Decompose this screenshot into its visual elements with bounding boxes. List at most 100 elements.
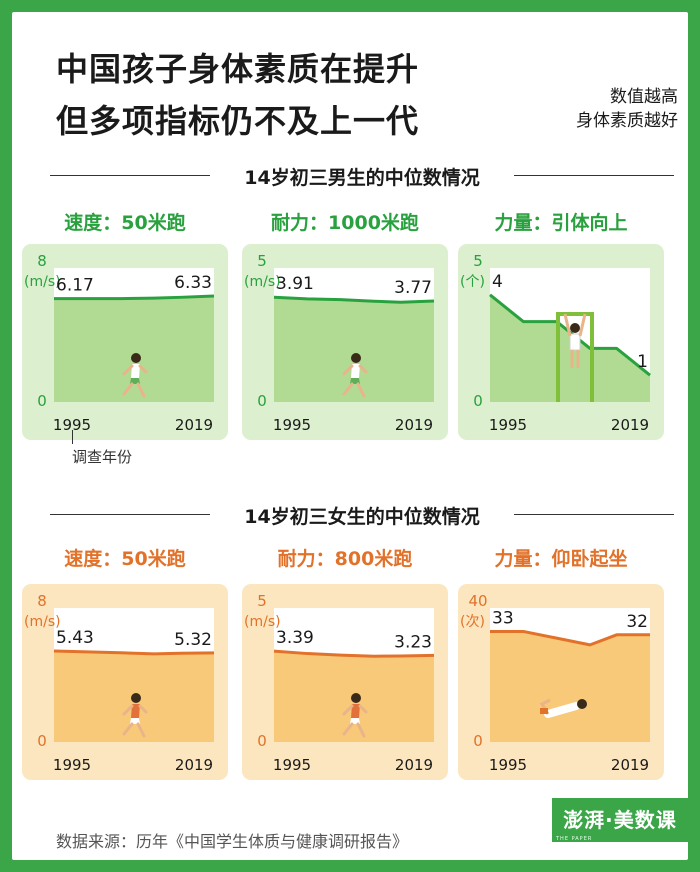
infographic-card: 中国孩子身体素质在提升 但多项指标仍不及上一代 数值越高 身体素质越好 14岁初… (12, 12, 688, 860)
chart-svg: 5 0 (m/s)3.39 3.23 1995 2019 (244, 592, 435, 774)
x-tick-end: 2019 (395, 756, 433, 774)
data-label: 3.77 (394, 278, 432, 298)
situp-shorts-icon (540, 708, 548, 714)
situp-body-icon (544, 702, 580, 718)
runner-shirt-icon (131, 704, 140, 718)
data-label: 6.17 (56, 276, 94, 296)
data-label: 32 (626, 612, 648, 632)
chart-svg: 5 0 (m/s)3.91 3.77 1995 2019 (244, 252, 435, 434)
chart-panel: 5 0 (m/s) 3.39 3.23 1995 2019 (242, 584, 448, 780)
female-section-rule-right (514, 514, 674, 515)
x-tick-end: 2019 (611, 756, 649, 774)
brand-logo: 澎湃·美数课 (552, 798, 688, 842)
y-unit: (次) (460, 614, 485, 630)
chart-panel: 5 0 (个) 4 1 1995 2019 (458, 244, 664, 440)
chart-title: 速度：50米跑 (64, 212, 186, 234)
y-tick-min: 0 (257, 732, 267, 750)
data-label: 4 (492, 272, 503, 292)
chart-panel: 5 0 (m/s) 3.91 3.77 1995 2019 (242, 244, 448, 440)
x-tick-start: 1995 (489, 416, 527, 434)
x-tick-start: 1995 (273, 756, 311, 774)
runner-head-icon (351, 693, 361, 703)
male-section-header: 14岁初三男生的中位数情况 (50, 165, 674, 189)
male-section-title: 14岁初三男生的中位数情况 (244, 167, 480, 189)
runner-shorts-icon (130, 378, 140, 384)
series-area (274, 297, 434, 402)
chart-svg: 40 0 (次) 33 32 1995 2019 (460, 592, 650, 774)
data-label: 5.43 (56, 628, 94, 648)
x-axis-note: 调查年份 (72, 448, 133, 466)
runner-limbs-icon (342, 364, 368, 398)
y-unit: (m/s) (244, 274, 281, 290)
chart-title: 力量：仰卧起坐 (494, 548, 628, 570)
x-tick-end: 2019 (175, 756, 213, 774)
female-section-rule-left (50, 514, 210, 515)
runner-head-icon (351, 353, 361, 363)
y-unit: (m/s) (244, 614, 281, 630)
chart-svg: 5 0 (个) 4 1 1995 2019 (460, 252, 651, 434)
chart-panel: 8 0 (m/s) 5.43 5.32 1995 2019 (22, 584, 228, 780)
chart-panel: 8 0 (m/s) 6.17 6.33 1995 2019 (22, 244, 228, 440)
x-tick-end: 2019 (175, 416, 213, 434)
data-label: 3.23 (394, 632, 432, 652)
source-note: 数据来源：历年《中国学生体质与健康调研报告》 (56, 832, 409, 851)
series-line (273, 295, 435, 304)
chart-panel: 40 0 (次) 33 32 1995 2019 (458, 584, 664, 780)
brand-logo-sub: THE PAPER (556, 836, 593, 842)
series-line (54, 294, 215, 301)
runner-limbs-icon (122, 364, 148, 398)
chart-svg: 8 0 (m/s)5.43 5.32 1995 2019 (24, 592, 215, 774)
series-area (54, 295, 214, 402)
chart-svg: 8 0 (m/s)6.17 6.33 1995 2019 (24, 252, 215, 434)
pullup-bar-icon (556, 312, 594, 402)
note-line-2: 身体素质越好 (576, 111, 678, 131)
x-tick-end: 2019 (611, 416, 649, 434)
runner-head-icon (131, 353, 141, 363)
data-label: 3.39 (276, 628, 314, 648)
y-tick-min: 0 (473, 392, 483, 410)
y-unit: (个) (460, 274, 485, 290)
chart-title: 耐力：1000米跑 (271, 212, 419, 234)
data-label: 5.32 (174, 630, 212, 650)
chart-title: 速度：50米跑 (64, 548, 186, 570)
runner-head-icon (131, 693, 141, 703)
y-tick-max: 5 (257, 252, 267, 270)
runner-shirt-icon (351, 704, 360, 718)
y-tick-min: 0 (37, 732, 47, 750)
title-line-2: 但多项指标仍不及上一代 (56, 102, 420, 140)
note-line-1: 数值越高 (610, 87, 678, 107)
y-tick-min: 0 (257, 392, 267, 410)
chart-title: 耐力：800米跑 (277, 548, 413, 570)
x-tick-start: 1995 (53, 756, 91, 774)
chart-title: 力量：引体向上 (494, 212, 628, 234)
y-tick-max: 8 (37, 592, 47, 610)
runner-shirt-icon (351, 364, 360, 378)
runner-limbs-icon (342, 704, 368, 738)
runner-shorts-icon (350, 378, 360, 384)
y-tick-min: 0 (473, 732, 483, 750)
x-tick-start: 1995 (53, 416, 91, 434)
y-tick-max: 5 (473, 252, 483, 270)
pullup-limbs-icon (563, 313, 587, 368)
x-tick-start: 1995 (273, 416, 311, 434)
pullup-body-icon (569, 333, 581, 351)
data-label: 1 (637, 352, 648, 372)
runner-shorts-icon (350, 718, 360, 724)
series-line (53, 649, 215, 656)
y-unit: (m/s) (24, 274, 61, 290)
runner-limbs-icon (122, 704, 148, 738)
y-tick-max: 40 (468, 592, 487, 610)
runner-shorts-icon (130, 718, 140, 724)
runner-shirt-icon (131, 364, 140, 378)
y-tick-min: 0 (37, 392, 47, 410)
x-tick-end: 2019 (395, 416, 433, 434)
male-section-rule-right (514, 175, 674, 176)
y-tick-max: 5 (257, 592, 267, 610)
data-label: 6.33 (174, 273, 212, 293)
y-unit: (m/s) (24, 614, 61, 630)
y-tick-max: 8 (37, 252, 47, 270)
x-tick-start: 1995 (489, 756, 527, 774)
series-line (490, 629, 650, 647)
female-section-title: 14岁初三女生的中位数情况 (244, 506, 480, 528)
series-line (273, 649, 435, 658)
